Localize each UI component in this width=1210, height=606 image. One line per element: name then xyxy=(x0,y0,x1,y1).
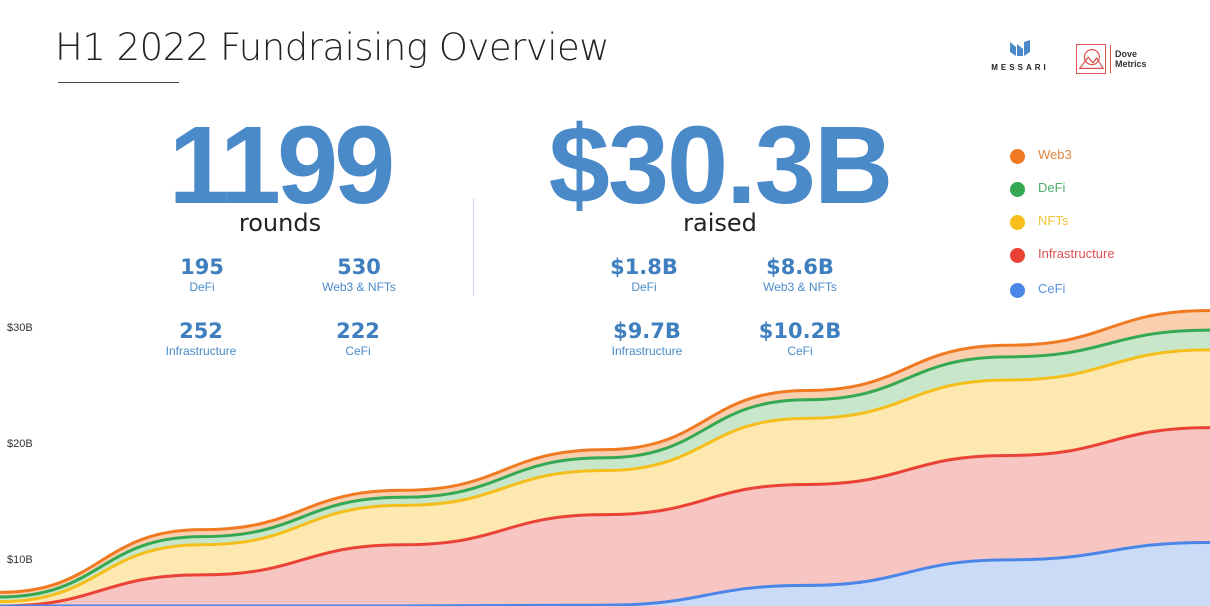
mountain-icon xyxy=(1076,44,1106,74)
messari-mark-icon xyxy=(1010,40,1030,56)
line-cefi xyxy=(0,540,1210,606)
page-title: H1 2022 Fundraising Overview xyxy=(55,26,610,69)
raised-label: raised xyxy=(683,209,757,237)
y-tick-label: $20B xyxy=(7,438,33,450)
line-infrastructure xyxy=(0,426,1210,606)
raised-stat-web3-nfts: $8.6B Web3 & NFTs xyxy=(763,255,837,294)
legend: Web3 DeFi NFTs Infrastructure CeFi xyxy=(1010,147,1130,314)
legend-dot-icon xyxy=(1010,215,1025,230)
rounds-stat-web3-nfts: 530 Web3 & NFTs xyxy=(322,255,396,294)
y-tick-label: $10B xyxy=(7,554,33,566)
divider xyxy=(473,198,474,296)
legend-item-nfts: NFTs xyxy=(1010,213,1130,246)
legend-dot-icon xyxy=(1010,283,1025,298)
rounds-stat-infrastructure: 252 Infrastructure xyxy=(165,319,237,358)
messari-logo: MESSARI xyxy=(990,40,1050,73)
legend-item-infrastructure: Infrastructure xyxy=(1010,246,1130,281)
rounds-total: 1199 xyxy=(168,104,396,227)
title-underline xyxy=(58,82,179,83)
line-defi xyxy=(0,328,1210,599)
legend-item-defi: DeFi xyxy=(1010,180,1130,213)
raised-stat-cefi: $10.2B CeFi xyxy=(758,319,842,358)
legend-item-web3: Web3 xyxy=(1010,147,1130,180)
rounds-stat-defi: 195 DeFi xyxy=(180,255,224,294)
raised-total: $30.3B xyxy=(548,104,894,227)
legend-dot-icon xyxy=(1010,182,1025,197)
line-web3 xyxy=(0,308,1210,594)
raised-stat-infrastructure: $9.7B Infrastructure xyxy=(611,319,683,358)
rounds-label: rounds xyxy=(238,209,322,237)
legend-dot-icon xyxy=(1010,149,1025,164)
area-cefi xyxy=(0,542,1210,606)
y-tick-label: $30B xyxy=(7,322,33,334)
rounds-stat-cefi: 222 CeFi xyxy=(336,319,380,358)
legend-item-cefi: CeFi xyxy=(1010,281,1130,314)
dove-metrics-logo: Dove Metrics xyxy=(1076,44,1147,74)
line-nfts xyxy=(0,348,1210,604)
legend-dot-icon xyxy=(1010,248,1025,263)
raised-stat-defi: $1.8B DeFi xyxy=(610,255,678,294)
